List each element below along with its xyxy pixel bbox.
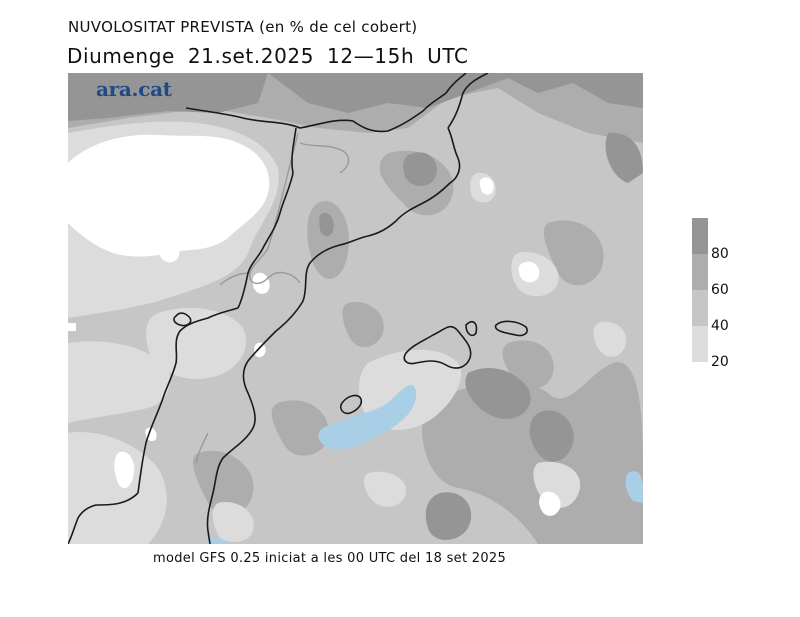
precipitation-zone	[206, 384, 643, 544]
legend-swatch-20-40	[692, 326, 708, 362]
forecast-date: Diumenge 21.set.2025 12—15h UTC	[67, 44, 469, 68]
legend-label-20: 20	[711, 354, 729, 370]
legend-swatch-80-100	[692, 218, 708, 254]
coastline	[68, 73, 528, 544]
legend-swatch-40-60	[692, 290, 708, 326]
cloud-zone-0-20	[68, 134, 561, 516]
political-borders	[195, 132, 350, 464]
model-info-footer: model GFS 0.25 iniciat a les 00 UTC del …	[153, 551, 507, 566]
legend-label-80: 80	[711, 246, 729, 262]
cloud-zone-80-100	[68, 73, 643, 540]
chart-title: NUVOLOSITAT PREVISTA (en % de cel cobert…	[68, 18, 418, 36]
legend-label-60: 60	[711, 282, 729, 298]
legend-label-40: 40	[711, 318, 729, 334]
ara-cat-logo: ara.cat	[96, 77, 172, 101]
map-canvas	[68, 73, 643, 544]
legend-swatch-60-80	[692, 254, 708, 290]
cloud-cover-map: ara.cat	[68, 73, 643, 544]
